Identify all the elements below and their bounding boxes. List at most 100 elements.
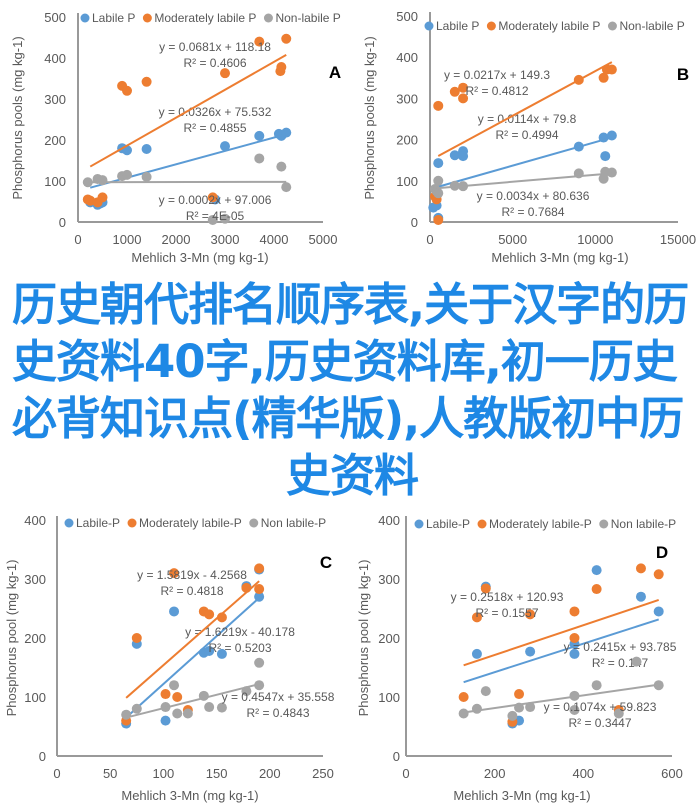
y-tick-label: 400	[44, 51, 66, 66]
data-point	[636, 592, 646, 602]
x-tick-label: 50	[103, 766, 117, 781]
trend-equation: y = 0.0681x + 118.18	[159, 40, 271, 54]
x-tick-label: 0	[426, 232, 433, 247]
data-point	[632, 657, 642, 667]
trend-equation: y = 0.0217x + 149.3	[444, 68, 550, 82]
x-tick-label: 200	[484, 766, 506, 781]
y-tick-label: 200	[44, 133, 66, 148]
data-point	[172, 709, 182, 719]
data-point	[142, 77, 152, 87]
data-point	[217, 703, 227, 713]
data-point	[254, 131, 264, 141]
data-point	[459, 709, 469, 719]
data-point	[169, 680, 179, 690]
y-tick-label: 200	[378, 631, 400, 646]
overlay-title: 历史朝代排名顺序表,关于汉字的历史资料40字,历史资料库,初一历史必背知识点(精…	[12, 276, 692, 504]
legend-marker-moderate	[487, 22, 496, 31]
data-point	[636, 563, 646, 573]
panel-letter: B	[677, 65, 689, 84]
y-tick-label: 0	[59, 215, 66, 230]
trend-r-squared: R² = 0.1557	[475, 606, 538, 620]
data-point	[507, 711, 517, 721]
legend-marker-labile	[81, 14, 90, 23]
data-point	[276, 162, 286, 172]
data-point	[98, 192, 108, 202]
legend-label-nonlabile: Non-labile P	[619, 19, 684, 33]
x-tick-label: 0	[53, 766, 60, 781]
data-point	[183, 709, 193, 719]
legend-marker-moderate	[128, 519, 137, 528]
trendline-labile	[438, 137, 612, 186]
x-tick-label: 400	[572, 766, 594, 781]
y-tick-label: 0	[39, 749, 46, 764]
data-point	[142, 172, 152, 182]
panel-letter: D	[656, 543, 668, 562]
data-point	[161, 689, 171, 699]
data-point	[654, 606, 664, 616]
data-point	[172, 692, 182, 702]
trend-equation: y = 0.2415x + 93.785	[564, 640, 677, 654]
data-point	[600, 151, 610, 161]
data-point	[254, 658, 264, 668]
legend-marker-moderate	[143, 14, 152, 23]
trend-r-squared: R² = 0.4855	[183, 121, 246, 135]
y-tick-label: 0	[393, 749, 400, 764]
x-tick-label: 3000	[211, 232, 240, 247]
x-tick-label: 5000	[309, 232, 338, 247]
legend-label-nonlabile: Non labile-P	[611, 517, 676, 531]
legend-label-moderate: Moderately labile-P	[489, 517, 592, 531]
data-point	[459, 692, 469, 702]
x-axis-label: Mehlich 3-Mn (mg kg-1)	[131, 250, 268, 265]
y-tick-label: 500	[44, 10, 66, 25]
data-point	[654, 569, 664, 579]
data-point	[132, 704, 142, 714]
trend-r-squared: R² = 0.4812	[465, 84, 528, 98]
x-tick-label: 4000	[260, 232, 289, 247]
legend-marker-nonlabile	[599, 520, 608, 529]
x-axis-label: Mehlich 3-Mn (mg kg-1)	[453, 788, 590, 803]
trend-r-squared: R² = 0.4606	[183, 56, 246, 70]
data-point	[121, 710, 131, 720]
data-point	[276, 62, 286, 72]
legend-label-labile: Labile P	[92, 11, 135, 25]
trend-equation: y = 0.0114x + 79.8	[478, 112, 577, 126]
x-tick-label: 0	[402, 766, 409, 781]
trendline-nonlabile	[438, 173, 612, 188]
x-tick-label: 200	[259, 766, 281, 781]
data-point	[433, 176, 443, 186]
x-tick-label: 100	[153, 766, 175, 781]
x-tick-label: 5000	[498, 232, 527, 247]
trend-r-squared: R² = 0.4994	[495, 128, 558, 142]
x-tick-label: 1000	[113, 232, 142, 247]
trend-r-squared: R² = 4E-05	[186, 209, 245, 223]
legend-label-moderate: Moderately labile P	[498, 19, 600, 33]
data-point	[525, 647, 535, 657]
legend-marker-nonlabile	[264, 14, 273, 23]
legend-label-nonlabile: Non labile-P	[261, 516, 326, 530]
data-point	[592, 565, 602, 575]
y-axis-label: Phosphorus pool (mg kg-1)	[356, 560, 371, 717]
x-axis-label: Mehlich 3-Mn (mg kg-1)	[491, 250, 628, 265]
data-point	[569, 633, 579, 643]
data-point	[281, 182, 291, 192]
y-tick-label: 200	[24, 631, 46, 646]
legend-label-moderate: Moderately labile P	[154, 11, 256, 25]
legend-marker-nonlabile	[249, 519, 258, 528]
y-tick-label: 100	[24, 690, 46, 705]
trend-equation: y = 0.1074x + 59.823	[544, 700, 657, 714]
data-point	[514, 689, 524, 699]
data-point	[169, 606, 179, 616]
legend-marker-moderate	[478, 520, 487, 529]
data-point	[204, 702, 214, 712]
x-tick-label: 10000	[577, 232, 613, 247]
panel-letter: A	[329, 63, 341, 82]
trend-equation: y = 0.4547x + 35.558	[222, 690, 335, 704]
y-tick-label: 500	[396, 9, 418, 24]
legend-marker-nonlabile	[608, 22, 617, 31]
